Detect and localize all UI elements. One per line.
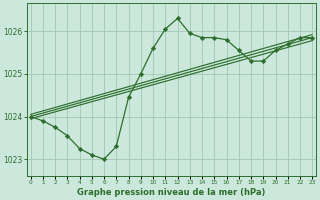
X-axis label: Graphe pression niveau de la mer (hPa): Graphe pression niveau de la mer (hPa) <box>77 188 266 197</box>
